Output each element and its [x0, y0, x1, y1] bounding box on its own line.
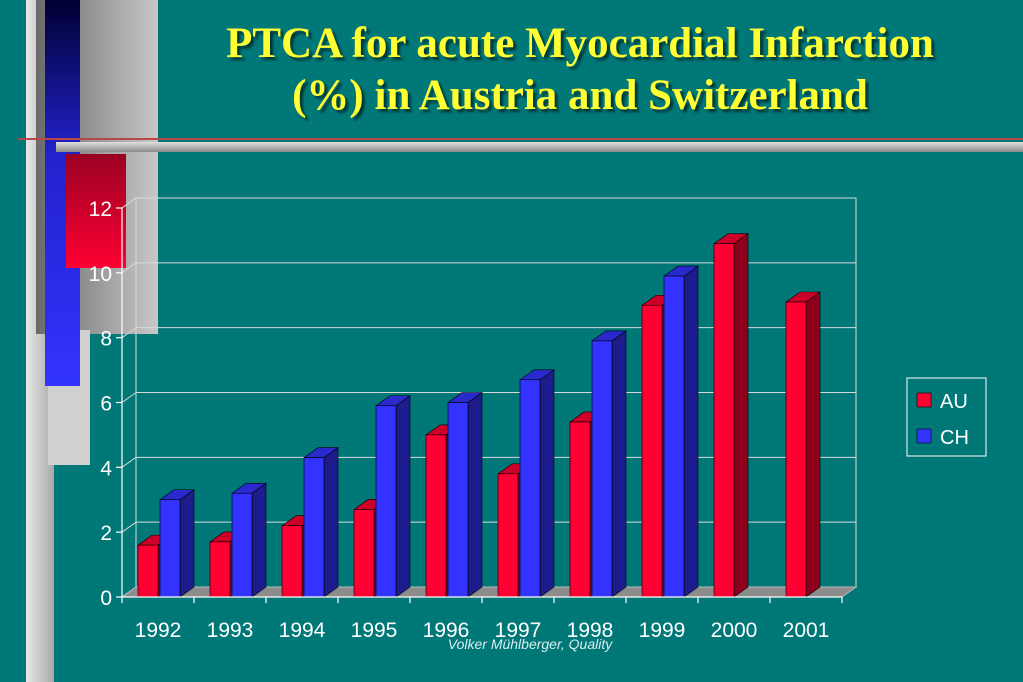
- bar-ch-1993: [231, 482, 267, 598]
- slide-title-line2: (%) in Austria and Switzerland: [292, 72, 868, 119]
- bar-ch-1995: [375, 395, 411, 598]
- bar-side: [467, 391, 483, 598]
- x-tick-label: 1996: [423, 619, 470, 642]
- y-tick-label: 8: [100, 328, 112, 351]
- gridline-side: [121, 521, 137, 533]
- y-tick-label: 10: [89, 263, 112, 286]
- bar-side: [805, 291, 821, 598]
- gridline-side: [121, 392, 137, 403]
- bar-side: [395, 395, 411, 598]
- bar-front: [497, 473, 519, 598]
- bar-front: [641, 304, 663, 598]
- bar-front: [231, 492, 253, 598]
- bar-ch-1992: [159, 489, 195, 598]
- bar-front: [663, 275, 685, 598]
- title-underline: [18, 138, 1023, 152]
- legend-swatch-ch: [916, 428, 932, 444]
- decor-red-block: [66, 154, 126, 268]
- chart-bars: [137, 233, 821, 598]
- y-tick-label: 4: [100, 457, 112, 480]
- bar-front: [137, 544, 159, 598]
- bar-front: [447, 402, 469, 598]
- y-tick-label: 6: [100, 393, 112, 416]
- bar-front: [713, 243, 735, 598]
- bar-front: [281, 525, 303, 598]
- bar-ch-1996: [447, 391, 483, 598]
- x-tick-label: 1993: [207, 619, 254, 642]
- legend-box: [906, 377, 987, 457]
- legend-label-au: AU: [940, 391, 968, 413]
- bar-front: [353, 509, 375, 598]
- bar-side: [611, 330, 627, 598]
- chart-legend: AU CH: [906, 377, 987, 457]
- legend-label-ch: CH: [940, 427, 969, 449]
- bar-side: [733, 233, 749, 598]
- y-tick-label: 0: [100, 587, 112, 610]
- x-tick-label: 2001: [783, 619, 830, 642]
- bar-front: [209, 541, 231, 598]
- bar-ch-1999: [663, 265, 699, 598]
- bar-ch-1994: [303, 447, 339, 598]
- slide-title-line1: PTCA for acute Myocardial Infarction: [226, 20, 934, 67]
- bar-front: [519, 379, 541, 598]
- bar-side: [179, 489, 195, 598]
- x-tick-label: 1992: [135, 619, 182, 642]
- bar-au-2000: [713, 233, 749, 598]
- footer-credit: Volker Mühlberger, Quality: [447, 636, 613, 652]
- bar-front: [425, 434, 447, 598]
- gridline-side: [121, 327, 137, 339]
- gridline-side: [121, 456, 137, 468]
- bar-front: [159, 499, 181, 598]
- bar-au-2001: [785, 291, 821, 598]
- bar-front: [303, 457, 325, 598]
- x-tick-label: 1995: [351, 619, 398, 642]
- y-tick-label: 12: [89, 198, 112, 221]
- gridline-side: [121, 262, 137, 274]
- bar-front: [375, 405, 397, 598]
- bar-front: [591, 340, 613, 598]
- bar-front: [569, 421, 591, 598]
- bar-side: [323, 447, 339, 598]
- y-tick-label: 2: [100, 522, 112, 545]
- bar-side: [539, 369, 555, 598]
- legend-swatch-au: [916, 392, 932, 408]
- x-tick-label: 1999: [639, 619, 686, 642]
- x-tick-label: 1997: [495, 619, 542, 642]
- x-tick-label: 1994: [279, 619, 326, 642]
- bar-ch-1997: [519, 369, 555, 598]
- slide-title: PTCA for acute Myocardial Infarction (%)…: [150, 18, 1010, 122]
- bar-ch-1998: [591, 330, 627, 598]
- x-tick-label: 2000: [711, 619, 758, 642]
- bar-side: [683, 265, 699, 598]
- x-tick-label: 1998: [567, 619, 614, 642]
- bar-side: [251, 482, 267, 598]
- chart-axes: 0 2 4 6 8 10 12 1992 1993 1994 1995 1996 1997 1998 199…: [89, 198, 843, 642]
- bar-front: [785, 301, 807, 598]
